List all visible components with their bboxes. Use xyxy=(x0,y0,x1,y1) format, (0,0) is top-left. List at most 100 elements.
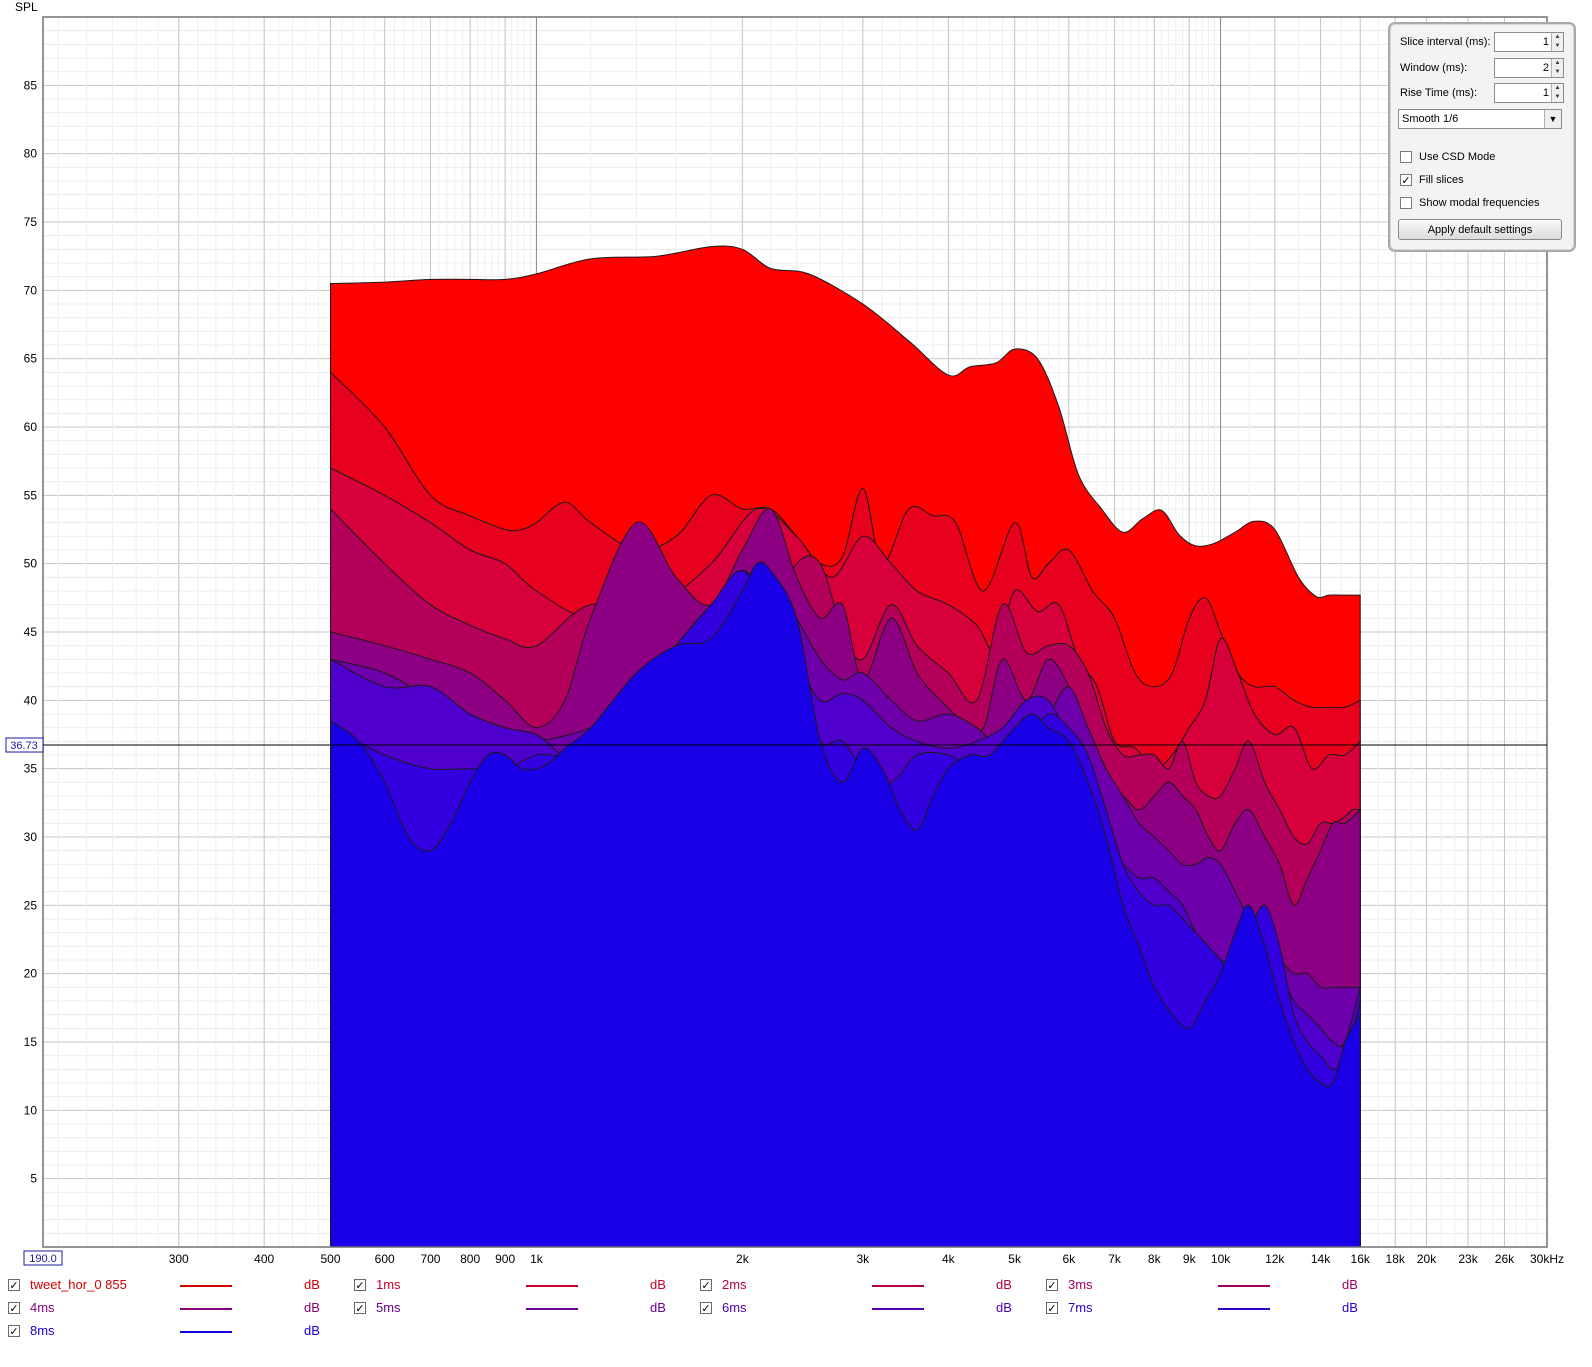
legend-series-name: 4ms xyxy=(30,1300,55,1315)
legend-series-name: 6ms xyxy=(722,1300,747,1315)
use-csd-checkbox[interactable] xyxy=(1400,151,1412,163)
slice-8ms xyxy=(330,561,1361,1248)
legend-unit: dB xyxy=(1342,1300,1358,1315)
x-tick-label: 4k xyxy=(942,1252,956,1266)
legend-checkbox[interactable]: ✓ xyxy=(700,1302,712,1315)
legend-item[interactable]: ✓ 4ms dB xyxy=(8,1300,328,1318)
x-tick-label: 6k xyxy=(1062,1252,1076,1266)
axis-layer: 300 400 500 600 700 800 900 1k 2k 3k 4k 5k 6k 7k 8k 9k 1… xyxy=(24,78,1564,1266)
show-modal-option[interactable]: Show modal frequencies xyxy=(1400,197,1539,209)
cursor-value: 36.73 xyxy=(10,740,38,752)
x-tick-label: 8k xyxy=(1148,1252,1162,1266)
y-tick-label: 65 xyxy=(24,352,38,366)
legend-checkbox[interactable]: ✓ xyxy=(354,1302,366,1315)
window-spinner[interactable]: 2 ▲ ▼ xyxy=(1494,58,1564,78)
legend-line-swatch xyxy=(872,1308,924,1310)
legend-checkbox[interactable]: ✓ xyxy=(354,1279,366,1292)
legend-series-name: 3ms xyxy=(1068,1277,1093,1292)
y-tick-label: 75 xyxy=(24,215,38,229)
x-tick-label: 7k xyxy=(1108,1252,1122,1266)
legend-line-swatch xyxy=(180,1285,232,1287)
chevron-down-icon[interactable]: ▼ xyxy=(1544,110,1561,128)
show-modal-checkbox[interactable] xyxy=(1400,197,1412,209)
window-label: Window (ms): xyxy=(1400,62,1468,74)
legend-line-swatch xyxy=(872,1285,924,1287)
legend-item[interactable]: ✓ 5ms dB xyxy=(354,1300,674,1318)
x-tick-label: 3k xyxy=(857,1252,871,1266)
show-modal-label: Show modal frequencies xyxy=(1419,197,1540,209)
legend-item[interactable]: ✓ 8ms dB xyxy=(8,1323,328,1341)
slice-interval-spinner[interactable]: 1 ▲ ▼ xyxy=(1494,32,1564,52)
slice-interval-value: 1 xyxy=(1542,36,1549,48)
legend-item[interactable]: ✓ 6ms dB xyxy=(700,1300,1020,1318)
x-tick-label: 300 xyxy=(169,1252,189,1266)
y-tick-label: 35 xyxy=(24,762,38,776)
x-tick-label: 2k xyxy=(736,1252,750,1266)
x-tick-label: 30kHz xyxy=(1530,1252,1564,1266)
y-tick-label: 70 xyxy=(24,283,38,297)
x-tick-label: 18k xyxy=(1386,1252,1406,1266)
x-tick-label: 700 xyxy=(420,1252,440,1266)
legend-checkbox[interactable]: ✓ xyxy=(8,1302,20,1315)
legend-unit: dB xyxy=(304,1323,320,1338)
x-tick-label: 16k xyxy=(1351,1252,1371,1266)
spin-arrows-icon[interactable]: ▲ ▼ xyxy=(1551,33,1563,51)
legend-checkbox[interactable]: ✓ xyxy=(1046,1279,1058,1292)
x-tick-label: 5k xyxy=(1008,1252,1022,1266)
x-tick-label: 10k xyxy=(1211,1252,1231,1266)
x-start-box xyxy=(23,1250,63,1266)
x-tick-label: 12k xyxy=(1265,1252,1285,1266)
legend-line-swatch xyxy=(526,1308,578,1310)
smoothing-select[interactable]: Smooth 1/6 ▼ xyxy=(1398,109,1562,129)
fill-slices-option[interactable]: ✓ Fill slices xyxy=(1400,174,1464,187)
legend-item[interactable]: ✓ 7ms dB xyxy=(1046,1300,1366,1318)
legend-checkbox[interactable]: ✓ xyxy=(8,1279,20,1292)
legend-unit: dB xyxy=(304,1300,320,1315)
y-tick-label: 15 xyxy=(24,1035,38,1049)
y-tick-label: 45 xyxy=(24,625,38,639)
window-value: 2 xyxy=(1542,62,1549,74)
legend-unit: dB xyxy=(996,1277,1012,1292)
legend-checkbox[interactable]: ✓ xyxy=(1046,1302,1058,1315)
legend-line-swatch xyxy=(180,1308,232,1310)
x-tick-label: 14k xyxy=(1311,1252,1331,1266)
x-start-value: 190.0 xyxy=(29,1253,57,1265)
legend-item[interactable]: ✓ 1ms dB xyxy=(354,1277,674,1295)
legend-item[interactable]: ✓ tweet_hor_0 855 dB xyxy=(8,1277,328,1295)
slice-interval-label: Slice interval (ms): xyxy=(1400,36,1491,48)
smoothing-value: Smooth 1/6 xyxy=(1402,113,1459,125)
legend-line-swatch xyxy=(1218,1285,1270,1287)
legend-series-name: 7ms xyxy=(1068,1300,1093,1315)
rise-time-spinner[interactable]: 1 ▲ ▼ xyxy=(1494,83,1564,103)
legend-item[interactable]: ✓ 2ms dB xyxy=(700,1277,1020,1295)
legend-series-name: tweet_hor_0 855 xyxy=(30,1277,127,1292)
x-tick-label: 1k xyxy=(530,1252,544,1266)
settings-panel: Slice interval (ms): 1 ▲ ▼ Window (ms): 2… xyxy=(1388,22,1576,252)
y-tick-label: 80 xyxy=(24,147,38,161)
legend-unit: dB xyxy=(304,1277,320,1292)
y-tick-label: 40 xyxy=(24,693,38,707)
legend-series-name: 1ms xyxy=(376,1277,401,1292)
legend-series-name: 5ms xyxy=(376,1300,401,1315)
spin-arrows-icon[interactable]: ▲ ▼ xyxy=(1551,84,1563,102)
legend-item[interactable]: ✓ 3ms dB xyxy=(1046,1277,1366,1295)
spin-arrows-icon[interactable]: ▲ ▼ xyxy=(1551,59,1563,77)
use-csd-label: Use CSD Mode xyxy=(1419,151,1496,163)
plot-frame xyxy=(42,16,1548,1248)
y-tick-label: 60 xyxy=(24,420,38,434)
y-axis-label: SPL xyxy=(15,0,38,14)
legend-unit: dB xyxy=(996,1300,1012,1315)
fill-slices-label: Fill slices xyxy=(1419,174,1464,186)
y-tick-label: 50 xyxy=(24,557,38,571)
legend-checkbox[interactable]: ✓ xyxy=(700,1279,712,1292)
y-tick-label: 85 xyxy=(24,78,38,92)
legend-unit: dB xyxy=(650,1277,666,1292)
apply-default-settings-button[interactable]: Apply default settings xyxy=(1398,219,1562,240)
x-tick-label: 26k xyxy=(1495,1252,1515,1266)
x-tick-label: 400 xyxy=(254,1252,274,1266)
legend-checkbox[interactable]: ✓ xyxy=(8,1325,20,1338)
legend-series-name: 8ms xyxy=(30,1323,55,1338)
use-csd-option[interactable]: Use CSD Mode xyxy=(1400,151,1495,163)
fill-slices-checkbox[interactable]: ✓ xyxy=(1400,174,1412,187)
